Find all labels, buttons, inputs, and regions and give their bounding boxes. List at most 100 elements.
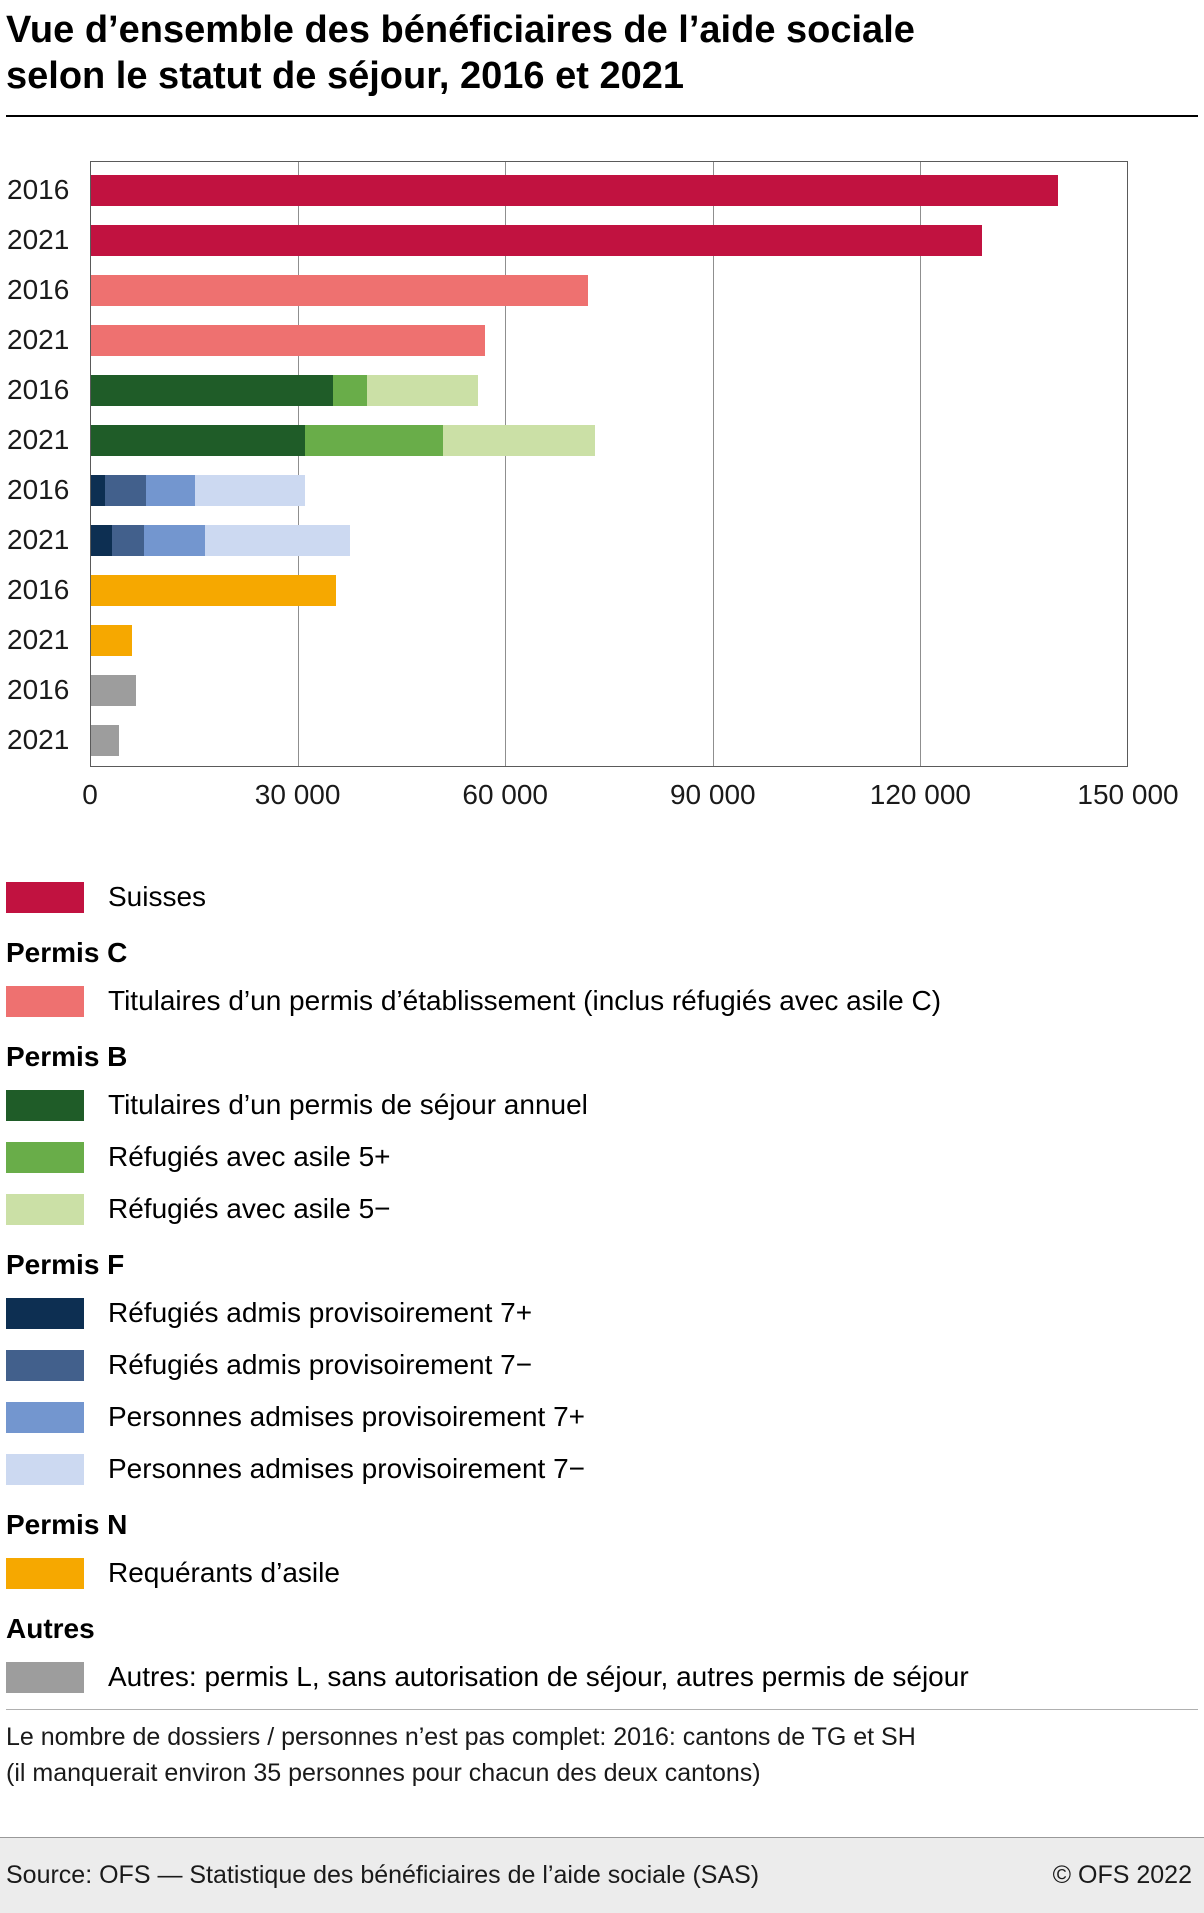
legend-item: Titulaires d’un permis d’établissement (… [6, 975, 1198, 1027]
bar-segment-suisses [91, 224, 982, 256]
x-tick-label: 30 000 [254, 779, 341, 811]
bar-segment-refugies_asile_5moins [443, 424, 596, 456]
gridline [712, 162, 714, 767]
legend-swatch [6, 1193, 84, 1225]
gridline [919, 162, 921, 767]
year-label: 2016 [7, 374, 70, 406]
legend-swatch [6, 881, 84, 913]
legend-group-heading: Permis N [6, 1509, 128, 1541]
plot-outer: 2016 2021 2016 2021 2016 2021 2016 2021 2016 2021… [7, 161, 1128, 768]
bar-segment-refugies_prov_7plus [91, 474, 105, 506]
legend-label: Titulaires d’un permis de séjour annuel [108, 1089, 588, 1121]
x-tick-label: 120 000 [869, 779, 971, 811]
bar-segment-autres [91, 724, 119, 756]
bar-segment-refugies_asile_5plus [305, 424, 444, 456]
copyright-text: © OFS 2022 [1052, 1861, 1192, 1889]
bar-segment-personnes_prov_7plus [146, 474, 195, 506]
bar-segment-refugies_asile_5plus [332, 374, 368, 406]
footnote-divider [6, 1709, 1198, 1711]
legend-swatch [6, 1297, 84, 1329]
bar-row: 2021 [7, 415, 1127, 465]
year-label: 2021 [7, 724, 70, 756]
bar-row: 2016 [7, 165, 1127, 215]
year-label: 2016 [7, 474, 70, 506]
bar-track [91, 424, 1127, 456]
legend-group-heading: Permis F [6, 1249, 125, 1281]
bar-track [91, 574, 1127, 606]
bar-row: 2016 [7, 265, 1127, 315]
legend-label: Personnes admises provisoirement 7− [108, 1453, 586, 1485]
legend-item: Personnes admises provisoirement 7+ [6, 1391, 1198, 1443]
legend-swatch [6, 1453, 84, 1485]
bar-row: 2021 [7, 215, 1127, 265]
legend-item: Réfugiés admis provisoirement 7− [6, 1339, 1198, 1391]
x-tick-label: 60 000 [462, 779, 549, 811]
legend-swatch [6, 985, 84, 1017]
bar-segment-requerants [91, 624, 133, 656]
legend-label: Réfugiés admis provisoirement 7+ [108, 1297, 533, 1329]
legend-item: Requérants d’asile [6, 1547, 1198, 1599]
bar-row: 2021 [7, 715, 1127, 765]
chart-header: Vue d’ensemble des bénéficiaires de l’ai… [0, 0, 1204, 118]
legend-swatch [6, 1557, 84, 1589]
bar-row: 2021 [7, 515, 1127, 565]
legend-swatch [6, 1141, 84, 1173]
year-label: 2016 [7, 674, 70, 706]
bar-segment-refugies_prov_7moins [104, 474, 147, 506]
legend-label: Requérants d’asile [108, 1557, 340, 1589]
x-tick-label: 150 000 [1077, 779, 1179, 811]
source-text: Source: OFS — Statistique des bénéficiai… [6, 1861, 760, 1889]
year-label: 2021 [7, 524, 70, 556]
year-label: 2016 [7, 574, 70, 606]
legend-group-heading: Permis B [6, 1041, 128, 1073]
bar-row: 2021 [7, 315, 1127, 365]
bar-track [91, 324, 1127, 356]
year-label: 2021 [7, 624, 70, 656]
gridline [298, 162, 300, 767]
legend-label: Titulaires d’un permis d’établissement (… [108, 985, 942, 1017]
legend-swatch [6, 1089, 84, 1121]
legend-label: Suisses [108, 881, 207, 913]
plot-area: 2016 2021 2016 2021 2016 2021 2016 2021 2016 2021… [7, 161, 1128, 768]
bar-track [91, 674, 1127, 706]
bar-segment-autres [91, 674, 136, 706]
footnote: Le nombre de dossiers / personnes n’est … [6, 1723, 916, 1787]
bar-track [91, 224, 1127, 256]
legend-swatch [6, 1401, 84, 1433]
legend-item: Autres: permis L, sans autorisation de s… [6, 1651, 1198, 1703]
year-label: 2016 [7, 174, 70, 206]
x-axis: 0 30 000 60 000 90 000 120 000 150 000 [82, 767, 1178, 817]
year-label: 2016 [7, 274, 70, 306]
legend-item: Réfugiés avec asile 5+ [6, 1131, 1198, 1183]
bar-segment-personnes_prov_7plus [144, 524, 205, 556]
bar-track [91, 524, 1127, 556]
legend-swatch [6, 1661, 84, 1693]
title-divider [6, 115, 1198, 118]
bar-segment-permis_b_annuel [91, 374, 333, 406]
legend-label: Personnes admises provisoirement 7+ [108, 1401, 586, 1433]
year-label: 2021 [7, 324, 70, 356]
legend-label: Réfugiés admis provisoirement 7− [108, 1349, 533, 1381]
bar-segment-permis_c [91, 274, 589, 306]
bar-track [91, 374, 1127, 406]
bar-segment-personnes_prov_7moins [204, 524, 350, 556]
bar-track [91, 724, 1127, 756]
bar-segment-refugies_prov_7moins [111, 524, 145, 556]
bar-row: 2016 [7, 565, 1127, 615]
year-label: 2021 [7, 424, 70, 456]
bar-track [91, 274, 1127, 306]
bar-row: 2016 [7, 365, 1127, 415]
bar-row: 2016 [7, 665, 1127, 715]
chart-title: Vue d’ensemble des bénéficiaires de l’ai… [6, 9, 915, 97]
legend-group-heading: Permis C [6, 937, 128, 969]
legend-item: Réfugiés admis provisoirement 7+ [6, 1287, 1198, 1339]
x-tick-label: 90 000 [669, 779, 756, 811]
bar-chart: 2016 2021 2016 2021 2016 2021 2016 2021 2016 2021… [6, 161, 1179, 817]
bar-row: 2016 [7, 465, 1127, 515]
x-tick-label: 0 [82, 779, 98, 811]
legend-item: Personnes admises provisoirement 7− [6, 1443, 1198, 1495]
bar-segment-personnes_prov_7moins [194, 474, 306, 506]
legend-item: Titulaires d’un permis de séjour annuel [6, 1079, 1198, 1131]
bar-segment-permis_c [91, 324, 485, 356]
